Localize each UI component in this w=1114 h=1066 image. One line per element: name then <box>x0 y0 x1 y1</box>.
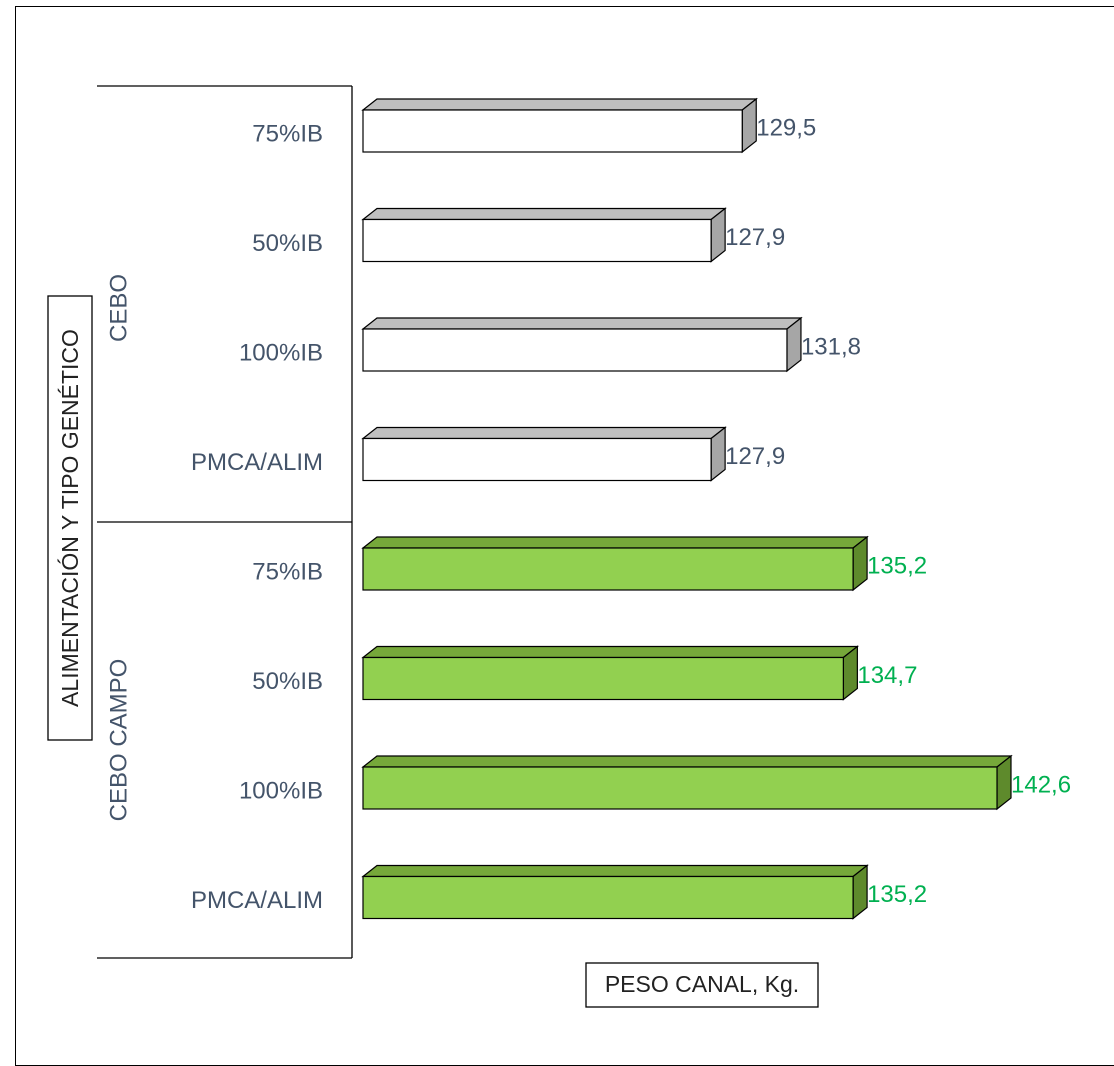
category-label-cebo-campo-pmca-alim: PMCA/ALIM <box>191 887 323 914</box>
category-label-cebo-campo-50-ib: 50%IB <box>252 668 323 695</box>
bar-top-cebo-50-ib <box>361 207 727 221</box>
value-label-cebo-100-ib: 131,8 <box>801 333 861 360</box>
category-label-cebo-campo-100-ib: 100%IB <box>239 777 323 804</box>
y-axis-title-group: ALIMENTACIÓN Y TIPO GENÉTICO <box>47 295 93 741</box>
bar-top-cebo-campo-100-ib <box>361 755 1013 768</box>
value-label-cebo-campo-75-ib: 135,2 <box>867 552 927 579</box>
bar-top-cebo-campo-75-ib <box>361 536 869 549</box>
category-label-cebo-pmca-alim: PMCA/ALIM <box>191 449 323 476</box>
value-label-cebo-campo-50-ib: 134,7 <box>857 662 917 689</box>
bar-top-cebo-pmca-alim <box>361 426 727 440</box>
bar-top-cebo-100-ib <box>361 317 803 330</box>
bars-layer: 129,5 75%IB 127,9 50%IB 131,8 100%IB 127,9 PMCA… <box>191 97 1071 920</box>
bar-top-cebo-75-ib <box>361 98 758 111</box>
value-label-cebo-pmca-alim: 127,9 <box>725 443 785 470</box>
category-label-cebo-50-ib: 50%IB <box>252 230 323 257</box>
bar-cebo-50-ib <box>362 218 712 263</box>
y-axis-title: ALIMENTACIÓN Y TIPO GENÉTICO <box>57 329 83 707</box>
group-label-cebo-campo: CEBO CAMPO <box>105 659 132 822</box>
value-label-cebo-50-ib: 127,9 <box>725 224 785 251</box>
bar-cebo-campo-75-ib <box>362 547 854 591</box>
category-label-cebo-75-ib: 75%IB <box>252 120 323 147</box>
category-label-cebo-campo-75-ib: 75%IB <box>252 558 323 585</box>
value-label-cebo-75-ib: 129,5 <box>756 114 816 141</box>
group-label-cebo: CEBO <box>105 274 132 342</box>
x-axis-title: PESO CANAL, Kg. <box>605 971 799 997</box>
bar-top-cebo-campo-pmca-alim <box>361 864 869 878</box>
bar-cebo-100-ib <box>362 328 788 372</box>
bar-cebo-75-ib <box>362 109 743 153</box>
value-label-cebo-campo-100-ib: 142,6 <box>1011 771 1071 798</box>
bar-cebo-campo-pmca-alim <box>362 875 854 920</box>
category-label-cebo-100-ib: 100%IB <box>239 339 323 366</box>
bar-top-cebo-campo-50-ib <box>361 645 860 659</box>
y-axis-title-box <box>47 295 93 741</box>
bar-cebo-campo-100-ib <box>362 766 998 810</box>
bar-cebo-campo-50-ib <box>362 656 844 701</box>
value-label-cebo-campo-pmca-alim: 135,2 <box>867 881 927 908</box>
bar-cebo-pmca-alim <box>362 437 712 482</box>
x-axis-title-box <box>585 962 819 1008</box>
